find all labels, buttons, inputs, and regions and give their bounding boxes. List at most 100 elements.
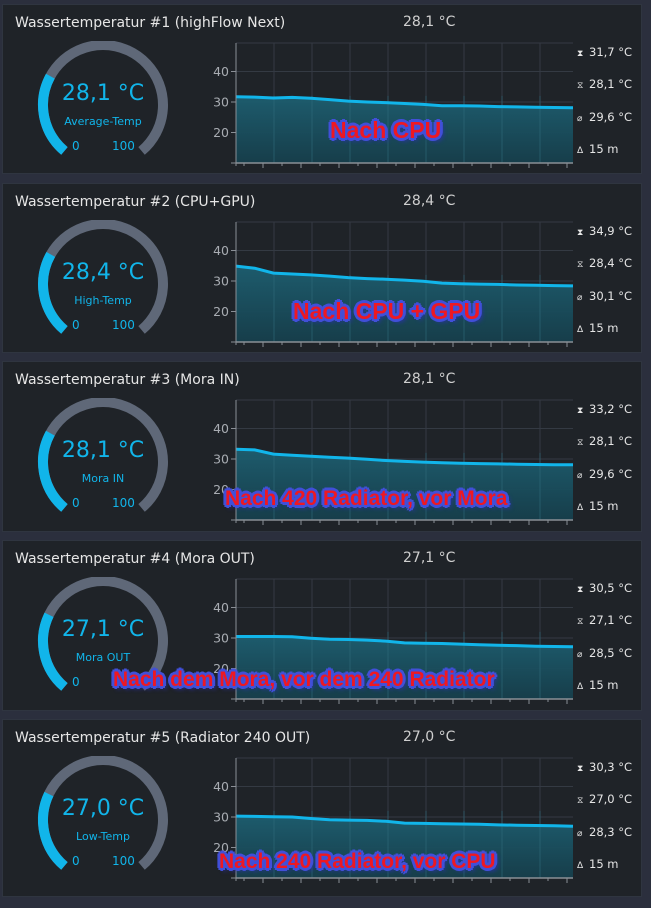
gauge-max: 100 bbox=[112, 318, 135, 332]
average-icon: ⌀ bbox=[577, 471, 583, 481]
stat-max: ⧗ 33,2 °C bbox=[577, 402, 632, 416]
gauge: 27,1 °C Mora OUT 0 100 bbox=[33, 577, 173, 707]
delta-time-icon: Δ bbox=[577, 146, 584, 156]
panel-title: Wassertemperatur #1 (highFlow Next) bbox=[15, 15, 286, 31]
stat-duration-value: 15 m bbox=[589, 499, 619, 513]
gauge-arc bbox=[38, 398, 168, 512]
panel-title: Wassertemperatur #4 (Mora OUT) bbox=[15, 551, 255, 567]
max-hourglass-icon: ⧗ bbox=[577, 585, 584, 595]
area-chart: 20 30 40 bbox=[213, 399, 573, 525]
gauge-value: 27,1 °C bbox=[61, 617, 145, 642]
min-hourglass-icon: ⧖ bbox=[577, 617, 584, 627]
area-chart: 20 30 40 bbox=[213, 221, 574, 347]
svg-text:40: 40 bbox=[213, 779, 229, 794]
history-chart: 20 30 40 bbox=[203, 41, 575, 171]
area-chart: 20 30 40 bbox=[213, 757, 574, 883]
sensor-panel-4: Wassertemperatur #4 (Mora OUT) 27,1 °C 2… bbox=[2, 540, 642, 711]
svg-text:20: 20 bbox=[213, 304, 229, 319]
average-icon: ⌀ bbox=[577, 650, 583, 660]
annotation-label: Nach 420 Radiator, vor Mora bbox=[225, 487, 508, 510]
gauge-label: Mora OUT bbox=[75, 651, 131, 664]
average-icon: ⌀ bbox=[577, 293, 583, 303]
stat-avg: ⌀ 30,1 °C bbox=[577, 289, 632, 303]
current-value: 28,1 °C bbox=[403, 371, 456, 387]
gauge-arc bbox=[38, 220, 168, 334]
svg-text:40: 40 bbox=[213, 64, 229, 79]
svg-text:40: 40 bbox=[213, 421, 229, 436]
current-value: 28,1 °C bbox=[403, 14, 456, 30]
current-value: 27,1 °C bbox=[403, 550, 456, 566]
svg-text:20: 20 bbox=[213, 125, 229, 140]
sensor-panel-2: Wassertemperatur #2 (CPU+GPU) 28,4 °C 28… bbox=[2, 183, 642, 353]
stat-duration-value: 15 m bbox=[589, 678, 619, 692]
stat-duration: Δ 15 m bbox=[577, 857, 619, 871]
delta-time-icon: Δ bbox=[577, 503, 584, 513]
gauge: 28,1 °C Mora IN 0 100 bbox=[33, 398, 173, 528]
svg-text:40: 40 bbox=[213, 600, 229, 615]
annotation-label: Nach dem Mora, vor dem 240 Radiator bbox=[113, 668, 495, 691]
stat-max: ⧗ 30,3 °C bbox=[577, 760, 632, 774]
stat-duration-value: 15 m bbox=[589, 142, 619, 156]
max-hourglass-icon: ⧗ bbox=[577, 49, 584, 59]
stat-duration-value: 15 m bbox=[589, 857, 619, 871]
gauge-max: 100 bbox=[112, 675, 135, 689]
stat-duration-value: 15 m bbox=[589, 321, 619, 335]
stat-avg-value: 30,1 °C bbox=[589, 289, 633, 303]
stat-avg-value: 28,5 °C bbox=[589, 646, 633, 660]
stat-avg: ⌀ 29,6 °C bbox=[577, 110, 632, 124]
stat-duration: Δ 15 m bbox=[577, 499, 619, 513]
average-icon: ⌀ bbox=[577, 114, 583, 124]
gauge-min: 0 bbox=[72, 496, 80, 510]
delta-time-icon: Δ bbox=[577, 325, 584, 335]
stat-min: ⧖ 28,1 °C bbox=[577, 434, 632, 448]
svg-text:30: 30 bbox=[213, 631, 229, 646]
gauge-value: 28,4 °C bbox=[61, 260, 145, 285]
panel-title: Wassertemperatur #2 (CPU+GPU) bbox=[15, 194, 256, 210]
stat-duration: Δ 15 m bbox=[577, 678, 619, 692]
stat-max-value: 33,2 °C bbox=[589, 402, 633, 416]
stat-min: ⧖ 27,0 °C bbox=[577, 792, 632, 806]
gauge-label: Average-Temp bbox=[64, 115, 142, 128]
max-hourglass-icon: ⧗ bbox=[577, 764, 584, 774]
gauge-value: 28,1 °C bbox=[61, 81, 145, 106]
gauge-value: 28,1 °C bbox=[61, 438, 145, 463]
history-chart: 20 30 40 bbox=[203, 756, 575, 886]
svg-text:40: 40 bbox=[213, 243, 229, 258]
stat-avg-value: 29,6 °C bbox=[589, 110, 633, 124]
stat-avg: ⌀ 28,3 °C bbox=[577, 825, 632, 839]
history-chart: 20 30 40 bbox=[203, 577, 575, 707]
gauge-min: 0 bbox=[72, 854, 80, 868]
current-value: 27,0 °C bbox=[403, 729, 456, 745]
stat-min: ⧖ 27,1 °C bbox=[577, 613, 632, 627]
gauge-max: 100 bbox=[112, 854, 135, 868]
gauge-min: 0 bbox=[72, 675, 80, 689]
sensor-panel-5: Wassertemperatur #5 (Radiator 240 OUT) 2… bbox=[2, 719, 642, 897]
svg-text:30: 30 bbox=[213, 810, 229, 825]
svg-text:20: 20 bbox=[213, 482, 229, 497]
stat-max: ⧗ 31,7 °C bbox=[577, 45, 632, 59]
area-chart: 20 30 40 bbox=[213, 42, 574, 168]
svg-text:30: 30 bbox=[213, 274, 229, 289]
stat-max-value: 34,9 °C bbox=[589, 224, 633, 238]
stat-min-value: 27,1 °C bbox=[589, 613, 633, 627]
stat-max: ⧗ 30,5 °C bbox=[577, 581, 632, 595]
annotation-label: Nach CPU bbox=[330, 117, 442, 143]
gauge: 27,0 °C Low-Temp 0 100 bbox=[33, 756, 173, 886]
stat-max-value: 30,3 °C bbox=[589, 760, 633, 774]
stat-avg-value: 28,3 °C bbox=[589, 825, 633, 839]
gauge-arc bbox=[38, 756, 168, 870]
gauge-max: 100 bbox=[112, 139, 135, 153]
delta-time-icon: Δ bbox=[577, 682, 584, 692]
stat-max-value: 30,5 °C bbox=[589, 581, 633, 595]
sensor-panel-1: Wassertemperatur #1 (highFlow Next) 28,1… bbox=[2, 4, 642, 174]
stat-avg-value: 29,6 °C bbox=[589, 467, 633, 481]
min-hourglass-icon: ⧖ bbox=[577, 81, 584, 91]
min-hourglass-icon: ⧖ bbox=[577, 260, 584, 270]
gauge-max: 100 bbox=[112, 496, 135, 510]
stat-min-value: 28,4 °C bbox=[589, 256, 633, 270]
panel-title: Wassertemperatur #3 (Mora IN) bbox=[15, 372, 240, 388]
svg-text:30: 30 bbox=[213, 452, 229, 467]
gauge-label: Mora IN bbox=[81, 472, 125, 485]
delta-time-icon: Δ bbox=[577, 861, 584, 871]
stat-avg: ⌀ 29,6 °C bbox=[577, 467, 632, 481]
